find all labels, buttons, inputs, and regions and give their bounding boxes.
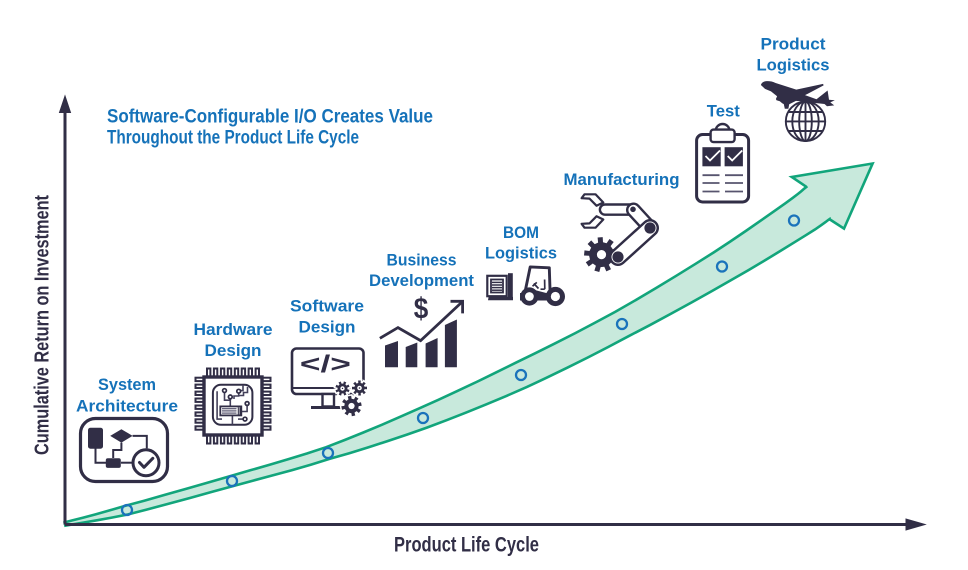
svg-text:Design: Design: [205, 341, 262, 360]
svg-text:Software-Configurable I/O Crea: Software-Configurable I/O Creates Value: [107, 107, 433, 128]
svg-text:Architecture: Architecture: [76, 396, 178, 415]
svg-text:Throughout the Product Life Cy: Throughout the Product Life Cycle: [107, 127, 359, 148]
svg-text:$: $: [414, 292, 429, 325]
svg-text:Hardware: Hardware: [194, 320, 273, 339]
svg-text:Development: Development: [369, 271, 474, 290]
svg-text:System: System: [98, 375, 156, 394]
svg-text:Test: Test: [707, 101, 740, 120]
svg-text:Cumulative Return on Investmen: Cumulative Return on Investment: [31, 195, 54, 455]
svg-text:Logistics: Logistics: [757, 55, 830, 74]
svg-text:Software: Software: [290, 297, 364, 316]
svg-text:Business: Business: [387, 251, 457, 270]
svg-text:Product: Product: [761, 35, 826, 54]
svg-text:</>: </>: [300, 351, 351, 378]
svg-text:Product Life Cycle: Product Life Cycle: [394, 534, 539, 557]
svg-text:BOM: BOM: [503, 223, 539, 242]
svg-text:Logistics: Logistics: [485, 244, 557, 263]
svg-text:Manufacturing: Manufacturing: [564, 170, 680, 189]
svg-text:Design: Design: [299, 318, 356, 337]
